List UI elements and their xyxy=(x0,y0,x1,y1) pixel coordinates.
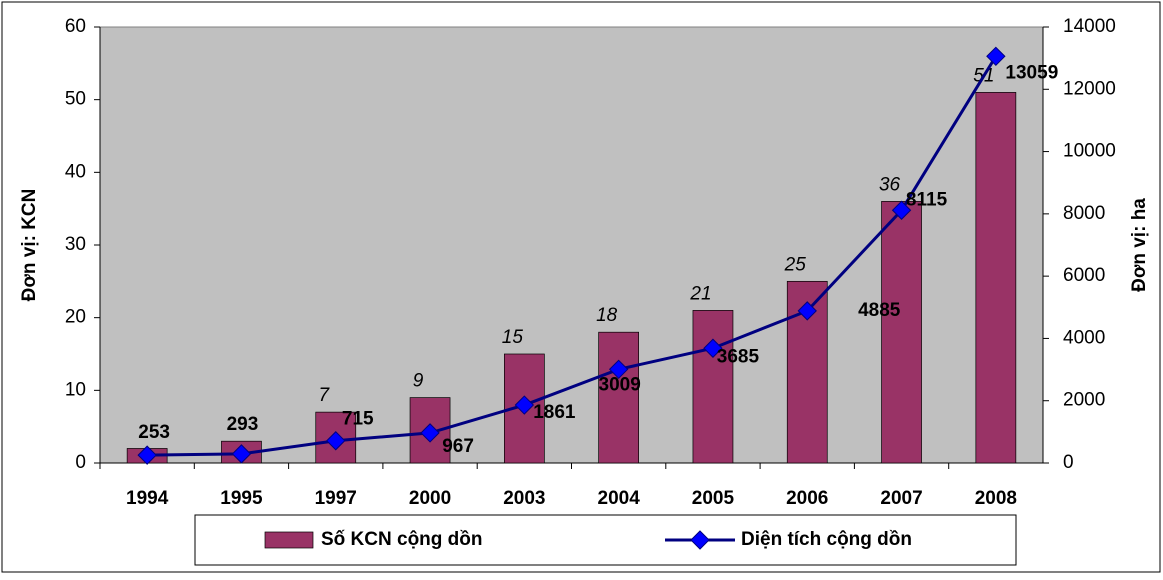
line-value-label: 253 xyxy=(138,422,170,443)
line-value-label: 715 xyxy=(342,409,374,430)
y2-tick-label: 4000 xyxy=(1063,327,1105,348)
bar-value-label: 18 xyxy=(596,305,618,326)
line-marker xyxy=(891,200,912,220)
line-marker xyxy=(514,395,535,415)
x-tick-label: 2006 xyxy=(786,488,828,509)
x-tick-label: 2003 xyxy=(503,488,545,509)
line-value-label: 3685 xyxy=(717,346,760,367)
y2-tick-label: 14000 xyxy=(1063,16,1116,37)
y-tick-label: 10 xyxy=(65,379,86,400)
bar-value-label: 25 xyxy=(784,254,807,275)
line-marker xyxy=(137,445,157,465)
y2-tick-label: 0 xyxy=(1063,452,1074,473)
line-marker xyxy=(420,423,440,443)
y-tick-label: 0 xyxy=(75,452,86,473)
line xyxy=(147,55,998,457)
legend-marker xyxy=(690,530,710,550)
line-value-label: 4885 xyxy=(858,300,901,321)
y-tick-label: 40 xyxy=(65,161,86,182)
line-marker xyxy=(326,431,346,451)
bar xyxy=(881,201,922,464)
x-tick-label: 1995 xyxy=(220,488,263,509)
line-marker xyxy=(703,338,723,358)
y-tick-label: 30 xyxy=(65,234,86,255)
y-tick-label: 60 xyxy=(65,16,86,37)
y-tick-label: 20 xyxy=(65,307,86,328)
line-value-label: 8115 xyxy=(906,189,948,210)
y2-tick-label: 6000 xyxy=(1063,265,1105,286)
y2-tick-label: 10000 xyxy=(1063,141,1116,162)
line-marker xyxy=(231,444,252,464)
line-marker xyxy=(608,359,629,379)
line-marker xyxy=(986,46,1006,67)
x-tick-label: 2008 xyxy=(975,488,1017,509)
line-value-label: 967 xyxy=(442,436,474,457)
legend-box xyxy=(194,514,1017,566)
x-tick-label: 1994 xyxy=(126,488,169,509)
bar xyxy=(692,310,734,464)
x-tick-label: 1997 xyxy=(315,488,357,509)
legend-swatch xyxy=(264,531,314,549)
x-tick-label: 2005 xyxy=(692,488,735,509)
x-tick-label: 2004 xyxy=(598,488,641,509)
line-marker xyxy=(797,301,817,321)
x-tick-label: 2000 xyxy=(409,488,451,509)
y2-tick-label: 8000 xyxy=(1063,203,1105,224)
line-value-label: 293 xyxy=(227,414,259,435)
legend-label: Diện tích cộng dồn xyxy=(741,529,912,550)
bar xyxy=(975,92,1017,464)
y2-axis-label: Đơn vị: ha xyxy=(1129,198,1150,292)
line-value-label: 3009 xyxy=(599,374,641,395)
bar-value-label: 36 xyxy=(879,174,901,195)
line-value-label: 13059 xyxy=(1005,62,1058,83)
x-tick-label: 2007 xyxy=(880,488,922,509)
line-value-label: 1861 xyxy=(533,402,576,423)
y-tick-label: 50 xyxy=(65,89,86,110)
bar xyxy=(598,331,640,464)
bar-value-label: 9 xyxy=(413,371,424,392)
bar-value-label: 15 xyxy=(502,327,524,348)
y2-tick-label: 2000 xyxy=(1063,390,1105,411)
y-axis-label: Đơn vị: KCN xyxy=(19,189,40,302)
legend-label: Số KCN cộng dồn xyxy=(321,529,482,550)
bar-value-label: 7 xyxy=(318,385,330,406)
y2-tick-label: 12000 xyxy=(1063,78,1116,99)
bar-value-label: 21 xyxy=(689,283,711,304)
